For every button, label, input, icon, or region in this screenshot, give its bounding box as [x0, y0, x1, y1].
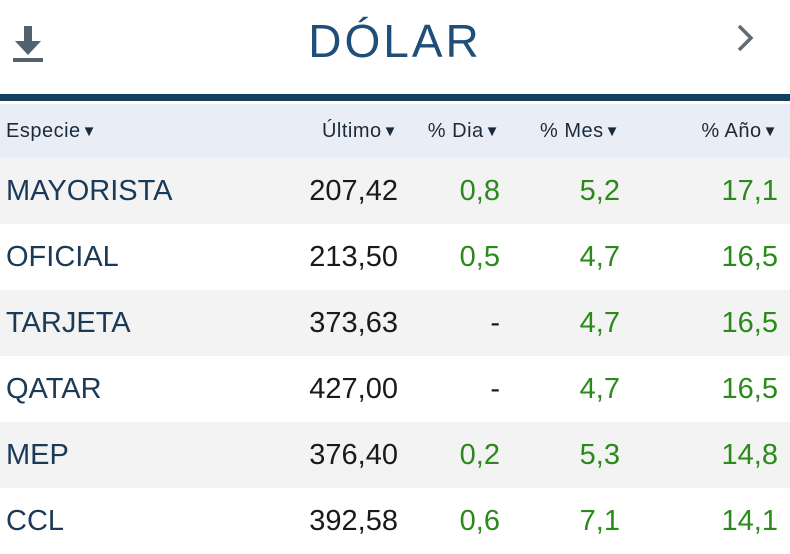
- column-header-especie[interactable]: Especie ▼: [6, 104, 97, 158]
- especie-name[interactable]: MEP: [6, 438, 69, 471]
- dia-change: 0,6: [459, 504, 500, 537]
- mes-change: 4,7: [579, 372, 620, 405]
- table-row[interactable]: CCL 392,58 0,6 7,1 14,1: [0, 488, 790, 554]
- table-row[interactable]: QATAR 427,00 - 4,7 16,5: [0, 356, 790, 422]
- dia-change: -: [490, 372, 500, 405]
- ultimo-value: 376,40: [309, 438, 398, 471]
- column-header-ano[interactable]: % Año ▼: [701, 104, 778, 158]
- mes-change: 7,1: [579, 504, 620, 537]
- widget-header: DÓLAR: [0, 0, 790, 94]
- ultimo-value: 392,58: [309, 504, 398, 537]
- ano-change: 17,1: [721, 174, 778, 207]
- mes-change: 4,7: [579, 240, 620, 273]
- dia-change: 0,8: [459, 174, 500, 207]
- ano-change: 16,5: [721, 306, 778, 339]
- download-icon: [13, 26, 43, 62]
- mes-change: 5,2: [579, 174, 620, 207]
- ultimo-value: 427,00: [309, 372, 398, 405]
- table-header-row: Especie ▼ Último ▼ % Dia ▼ % Mes ▼ % Año ▼: [0, 104, 790, 158]
- chevron-right-icon: [737, 24, 754, 52]
- column-label: % Dia: [427, 119, 484, 142]
- dia-change: -: [490, 306, 500, 339]
- mes-change: 5,3: [579, 438, 620, 471]
- table-row[interactable]: OFICIAL 213,50 0,5 4,7 16,5: [0, 224, 790, 290]
- widget-title: DÓLAR: [308, 15, 482, 67]
- dia-change: 0,5: [459, 240, 500, 273]
- especie-name[interactable]: QATAR: [6, 372, 102, 405]
- ultimo-value: 213,50: [309, 240, 398, 273]
- dia-change: 0,2: [459, 438, 500, 471]
- sort-arrow-icon: ▼: [81, 122, 98, 140]
- next-button[interactable]: [730, 20, 760, 56]
- sort-arrow-icon: ▼: [484, 122, 500, 140]
- download-button[interactable]: [10, 22, 50, 66]
- column-label: % Mes: [540, 119, 604, 142]
- sort-arrow-icon: ▼: [382, 122, 398, 140]
- ano-change: 16,5: [721, 372, 778, 405]
- ano-change: 14,1: [721, 504, 778, 537]
- column-label: Último: [321, 119, 382, 142]
- table-row[interactable]: MEP 376,40 0,2 5,3 14,8: [0, 422, 790, 488]
- table-row[interactable]: MAYORISTA 207,42 0,8 5,2 17,1: [0, 158, 790, 224]
- ano-change: 16,5: [721, 240, 778, 273]
- mes-change: 4,7: [579, 306, 620, 339]
- sort-arrow-icon: ▼: [604, 122, 620, 140]
- ano-change: 14,8: [721, 438, 778, 471]
- column-label: Especie: [6, 119, 81, 142]
- especie-name[interactable]: TARJETA: [6, 306, 131, 339]
- sort-arrow-icon: ▼: [762, 122, 778, 140]
- quotes-table: Especie ▼ Último ▼ % Dia ▼ % Mes ▼ % Año ▼ MA…: [0, 104, 790, 554]
- especie-name[interactable]: MAYORISTA: [6, 174, 173, 207]
- table-row[interactable]: TARJETA 373,63 - 4,7 16,5: [0, 290, 790, 356]
- column-header-ultimo[interactable]: Último ▼: [322, 104, 398, 158]
- especie-name[interactable]: OFICIAL: [6, 240, 119, 273]
- ultimo-value: 207,42: [309, 174, 398, 207]
- column-header-mes[interactable]: % Mes ▼: [540, 104, 620, 158]
- especie-name[interactable]: CCL: [6, 504, 65, 537]
- ultimo-value: 373,63: [309, 306, 398, 339]
- header-divider: [0, 94, 790, 101]
- column-label: % Año: [701, 119, 762, 142]
- column-header-dia[interactable]: % Dia ▼: [428, 104, 500, 158]
